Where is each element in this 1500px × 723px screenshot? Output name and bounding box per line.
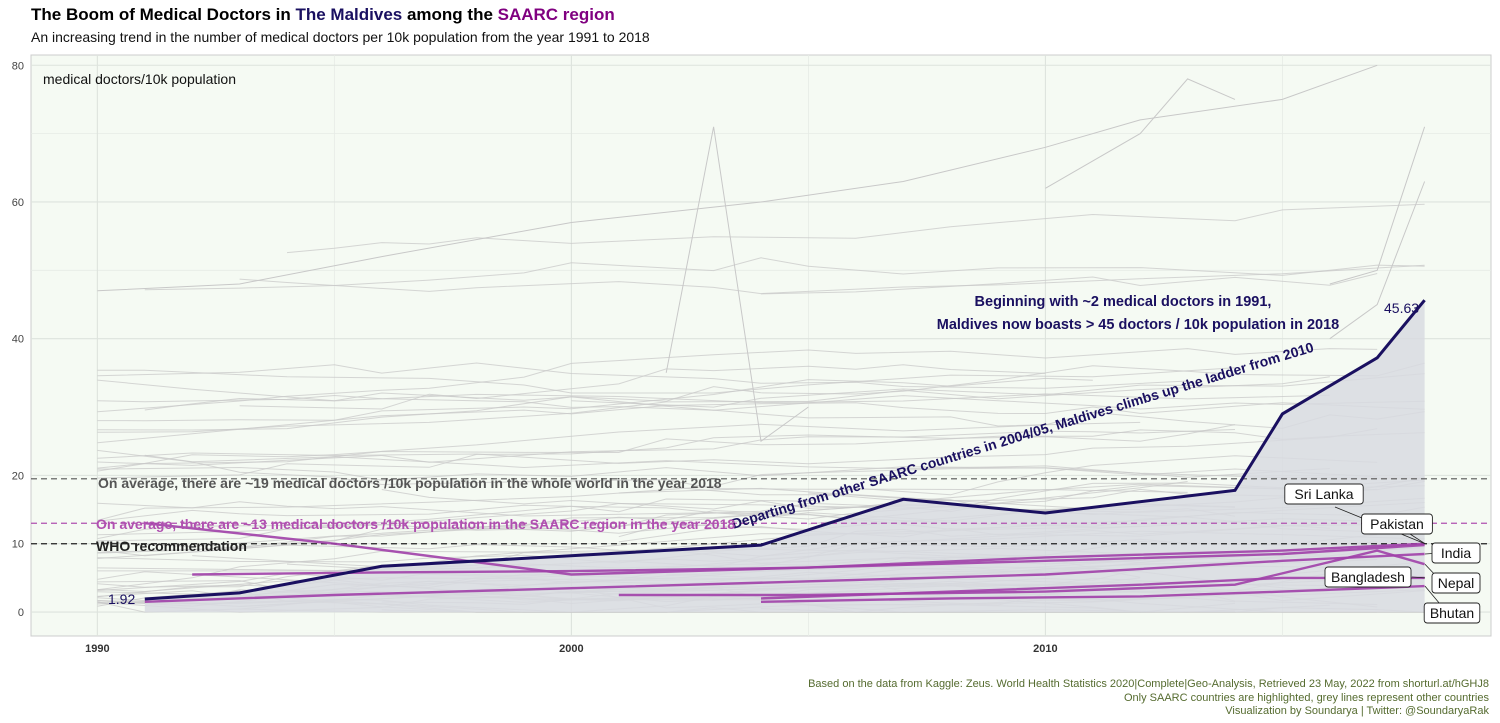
country-label-box xyxy=(1324,566,1412,588)
country-label-box xyxy=(1361,513,1433,535)
chart-subtitle: An increasing trend in the number of med… xyxy=(31,29,650,45)
world-country-line xyxy=(97,455,1378,542)
country-label-bangladesh: Bangladesh xyxy=(1331,569,1405,585)
y-tick-label: 40 xyxy=(12,334,24,346)
country-label-box xyxy=(1284,483,1364,505)
title-maldives-highlight: The Maldives xyxy=(295,5,403,24)
y-axis-label: medical doctors/10k population xyxy=(43,71,236,87)
saarc-line-india xyxy=(144,552,1425,603)
country-labels: Sri Lanka Pakistan India Nepal Bangladesh Bhu… xyxy=(1284,483,1481,624)
title-part-2: among the xyxy=(402,5,498,24)
world-country-line xyxy=(97,377,1093,422)
world-country-line xyxy=(97,362,1188,389)
world-country-line xyxy=(1329,126,1426,285)
y-tick-label: 20 xyxy=(12,470,24,482)
caption-line-3: Visualization by Soundarya | Twitter: @S… xyxy=(1225,705,1489,717)
world-country-line xyxy=(665,126,809,443)
world-country-line xyxy=(239,364,1046,410)
world-country-line xyxy=(239,264,1425,295)
y-tick-label: 0 xyxy=(18,607,24,619)
country-label-sri-lanka: Sri Lanka xyxy=(1294,486,1353,502)
world-country-line xyxy=(1329,181,1426,340)
caption-line-2: Only SAARC countries are highlighted, gr… xyxy=(1123,691,1489,704)
saarc-line-bhutan xyxy=(760,584,1425,603)
world-country-line xyxy=(97,466,1378,481)
country-label-pakistan: Pakistan xyxy=(1370,516,1424,532)
y-tick-label: 10 xyxy=(12,539,24,551)
world-country-line xyxy=(286,203,1425,254)
axes: 0 10 20 40 60 80 1990 2000 2010 xyxy=(12,60,1058,655)
country-label-nepal: Nepal xyxy=(1438,575,1475,591)
world-country-line xyxy=(97,479,1425,536)
world-country-line xyxy=(97,362,1425,431)
maldives-area xyxy=(144,300,1425,613)
world-country-line xyxy=(97,348,1378,413)
world-country-line xyxy=(1045,78,1236,189)
saarc-average-label: On average, there are ~13 medical doctor… xyxy=(96,516,735,532)
world-country-line xyxy=(97,64,1378,292)
country-label-box xyxy=(1423,602,1481,624)
saarc-line-pakistan xyxy=(192,543,1425,576)
y-tick-label: 60 xyxy=(12,197,24,209)
country-label-box xyxy=(1431,542,1481,564)
caption-line-1: Based on the data from Kaggle: Zeus. Wor… xyxy=(808,678,1489,690)
country-label-india: India xyxy=(1441,545,1472,561)
world-average-label: On average, there are ~19 medical doctor… xyxy=(98,475,722,491)
x-tick-label: 1990 xyxy=(85,643,109,655)
caption: Based on the data from Kaggle: Zeus. Wor… xyxy=(808,678,1489,719)
chart-title: The Boom of Medical Doctors in The Maldi… xyxy=(31,5,615,25)
title-part-1: The Boom of Medical Doctors in xyxy=(31,5,296,24)
world-country-line xyxy=(760,273,1378,295)
saarc-line-nepal xyxy=(618,549,1425,597)
country-label-box xyxy=(1431,572,1481,594)
label-leader xyxy=(1409,533,1426,545)
title-saarc-highlight: SAARC region xyxy=(497,5,615,24)
world-country-line xyxy=(571,373,1425,408)
x-tick-label: 2010 xyxy=(1033,643,1057,655)
country-label-bhutan: Bhutan xyxy=(1430,605,1474,621)
annotation-line-2: Maldives now boasts > 45 doctors / 10k p… xyxy=(937,317,1340,333)
maldives-line xyxy=(144,299,1426,601)
label-leader xyxy=(1411,576,1426,579)
world-country-line xyxy=(144,257,1425,291)
world-country-line xyxy=(97,429,1425,472)
saarc-lines xyxy=(144,522,1425,603)
world-country-line xyxy=(97,449,1425,491)
maldives-end-label: 45.63 xyxy=(1384,300,1419,316)
x-tick-label: 2000 xyxy=(559,643,583,655)
world-country-line xyxy=(97,394,1425,411)
world-country-line xyxy=(97,467,1425,521)
world-country-line xyxy=(97,428,1378,465)
world-country-line xyxy=(144,454,1330,478)
annotation-line-1: Beginning with ~2 medical doctors in 199… xyxy=(975,294,1272,310)
label-leader xyxy=(1424,585,1441,605)
world-country-line xyxy=(97,367,1236,394)
world-country-line xyxy=(97,424,1236,479)
y-tick-label: 80 xyxy=(12,60,24,72)
maldives-start-label: 1.92 xyxy=(108,591,135,607)
who-recommendation-label: WHO recommendation xyxy=(96,538,247,554)
